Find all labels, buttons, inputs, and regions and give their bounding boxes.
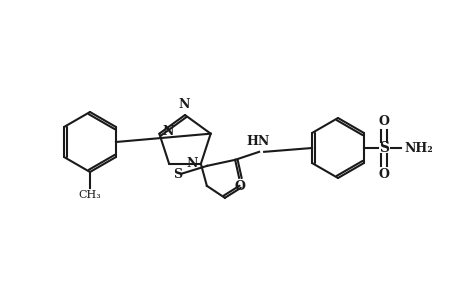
Text: HN: HN — [246, 135, 269, 148]
Text: N: N — [162, 125, 174, 138]
Text: O: O — [378, 115, 389, 128]
Text: S: S — [378, 141, 388, 155]
Text: N: N — [178, 98, 189, 111]
Text: O: O — [378, 168, 389, 181]
Text: NH₂: NH₂ — [403, 142, 432, 154]
Text: CH₃: CH₃ — [78, 190, 101, 200]
Text: O: O — [234, 180, 245, 193]
Text: N: N — [186, 157, 197, 170]
Text: S: S — [173, 168, 182, 181]
